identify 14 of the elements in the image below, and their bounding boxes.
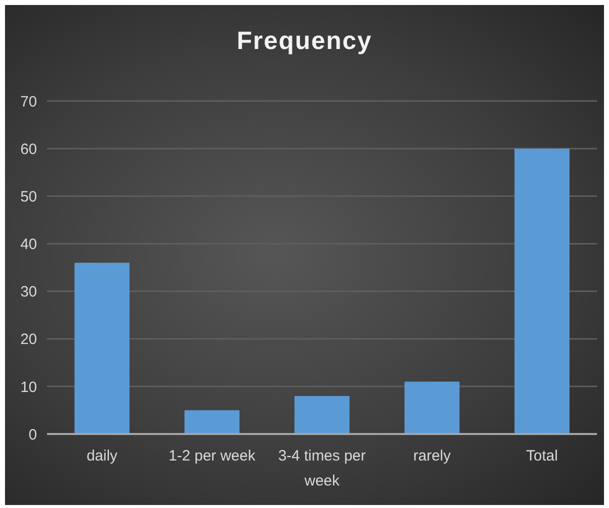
y-tick-label: 20 [20,331,37,348]
x-tick-label: Total [526,448,558,465]
x-tick-label: 3-4 times per week [278,448,366,490]
y-tick-label: 10 [20,378,37,396]
y-tick-label: 50 [20,188,37,206]
x-tick-label: daily [86,448,118,465]
x-tick-label: rarely [413,448,452,465]
y-tick-label: 60 [20,140,37,158]
y-tick-label: 40 [20,236,37,254]
y-tick-label: 30 [20,284,37,301]
chart-title: Frequency [236,27,374,56]
y-tick-label: 70 [20,93,37,110]
y-tick-label: 0 [28,426,37,444]
x-tick-label: 1-2 per week [168,448,256,465]
